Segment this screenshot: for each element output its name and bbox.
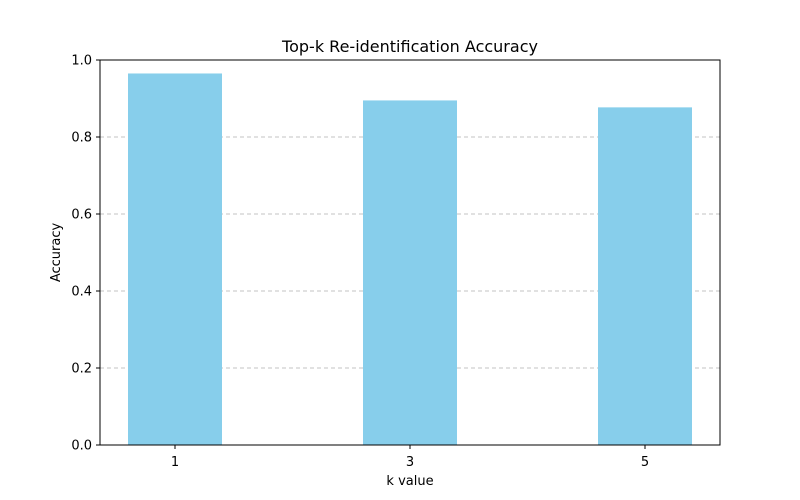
chart-title: Top-k Re-identification Accuracy: [281, 37, 538, 56]
y-tick-label: 1.0: [71, 54, 92, 69]
y-tick-label: 0.0: [71, 439, 92, 454]
y-tick-label: 0.8: [71, 131, 92, 146]
y-axis: 0.0 0.2 0.4 0.6 0.8 1.0: [71, 54, 100, 454]
y-axis-label: Accuracy: [49, 223, 64, 283]
y-tick-label: 0.2: [71, 362, 92, 377]
x-tick-label: 5: [641, 455, 649, 470]
bar: [363, 100, 457, 446]
y-tick-label: 0.6: [71, 208, 92, 223]
bar: [598, 107, 692, 445]
x-tick-label: 3: [406, 455, 414, 470]
x-axis-label: k value: [386, 474, 433, 489]
y-tick-label: 0.4: [71, 285, 92, 300]
bars: [128, 73, 692, 446]
x-axis: 1 3 5: [171, 445, 649, 470]
bar: [128, 73, 222, 445]
x-tick-label: 1: [171, 455, 179, 470]
